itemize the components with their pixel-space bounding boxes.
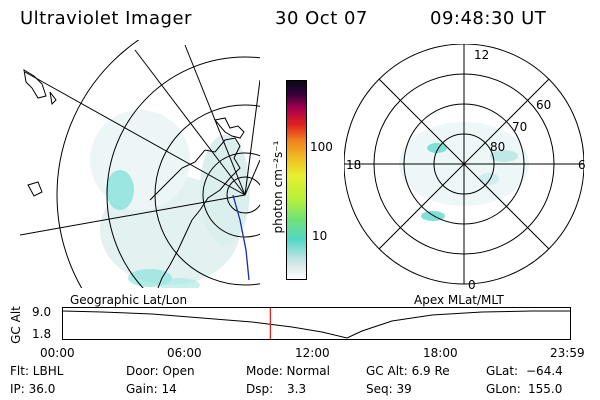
- mlat-label-70: 70: [512, 120, 528, 134]
- apex-label: Apex MLat/MLT: [414, 293, 504, 307]
- polar-mlt-panel: [344, 44, 584, 285]
- altitude-ylabel: GC Alt: [9, 306, 23, 344]
- info-dsp-label: Dsp:: [246, 382, 274, 396]
- mlat-label-80: 80: [490, 140, 506, 154]
- instrument-title: Ultraviolet Imager: [20, 8, 192, 29]
- colorbar: [286, 80, 307, 280]
- altitude-ytick-1-8: 1.8: [32, 327, 52, 341]
- time-tick-0000: 00:00: [40, 346, 75, 360]
- header-date: 30 Oct 07: [275, 8, 368, 29]
- time-tick-2359: 23:59: [550, 346, 585, 360]
- info-glat-label: GLat:: [486, 364, 519, 378]
- altitude-ytick-9: 9.0: [32, 305, 52, 319]
- geographic-map-panel: [20, 40, 260, 288]
- mlat-label-60: 60: [536, 98, 552, 112]
- info-glon-label: GLon:: [486, 382, 521, 396]
- mlt-label-12: 12: [474, 48, 490, 62]
- colorbar-tick-10: 10: [312, 229, 328, 243]
- info-flt: Flt: LBHL: [10, 364, 64, 378]
- info-ip: IP: 36.0: [10, 382, 56, 396]
- altitude-plot: [62, 307, 571, 340]
- info-glat-value: −64.4: [526, 364, 563, 378]
- info-mode: Mode: Normal: [246, 364, 330, 378]
- geographic-label: Geographic Lat/Lon: [70, 293, 188, 307]
- info-dsp-value: 3.3: [287, 382, 307, 396]
- info-gc-alt: GC Alt: 6.9 Re: [366, 364, 450, 378]
- colorbar-unit-label: photon cm⁻²s⁻¹: [271, 140, 285, 234]
- header-time: 09:48:30 UT: [430, 8, 547, 29]
- geo-aurora-haze: [90, 110, 250, 288]
- info-gain: Gain: 14: [126, 382, 177, 396]
- mlt-label-0: 0: [468, 278, 476, 292]
- mlt-label-18: 18: [346, 158, 362, 172]
- altitude-curve: [62, 310, 570, 339]
- colorbar-tick-100: 100: [310, 140, 333, 154]
- info-seq: Seq: 39: [366, 382, 412, 396]
- info-door: Door: Open: [126, 364, 195, 378]
- time-tick-0600: 06:00: [167, 346, 202, 360]
- mlt-label-6: 6: [578, 158, 586, 172]
- time-tick-1200: 12:00: [295, 346, 330, 360]
- info-glon-value: 155.0: [528, 382, 563, 396]
- time-tick-1800: 18:00: [423, 346, 458, 360]
